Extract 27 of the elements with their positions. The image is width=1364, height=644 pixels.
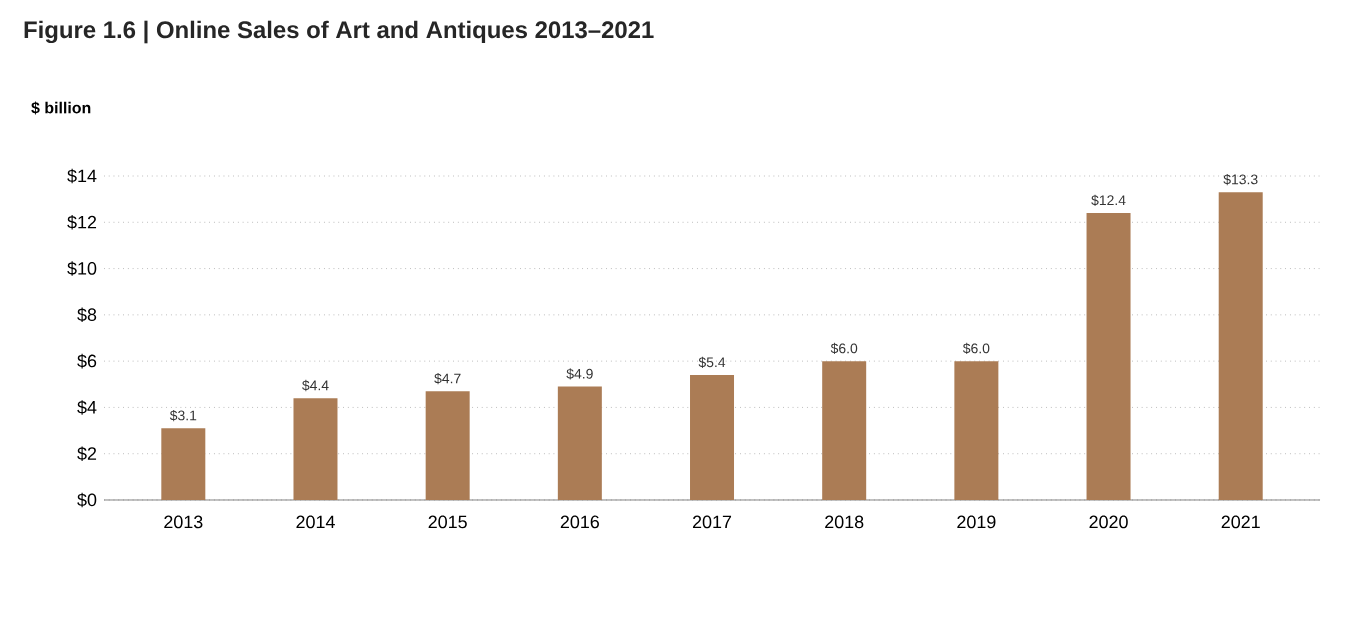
x-tick-label: 2021 <box>1221 515 1260 529</box>
bar <box>954 361 999 500</box>
bar <box>690 375 735 500</box>
bar <box>1218 192 1263 500</box>
y-tick-label: $6 <box>77 353 97 369</box>
bar <box>161 428 206 500</box>
y-tick-label: $0 <box>77 492 97 508</box>
x-tick-label: 2020 <box>1089 515 1128 529</box>
x-tick-label: 2013 <box>164 515 203 529</box>
bar <box>557 386 602 500</box>
x-tick-label: 2014 <box>296 515 335 529</box>
x-tick-label: 2016 <box>560 515 599 529</box>
y-tick-label: $4 <box>77 400 97 415</box>
bar <box>425 391 470 500</box>
chart-title: Figure 1.6 | Online Sales of Art and Antiques 2013–2021 <box>24 20 654 44</box>
bar <box>293 398 338 500</box>
x-tick-label: 2019 <box>957 515 996 529</box>
x-tick-label: 2017 <box>692 515 732 529</box>
y-tick-label: $12 <box>67 215 97 230</box>
bar <box>1086 213 1131 500</box>
y-tick-label: $14 <box>67 168 97 184</box>
bar <box>822 361 867 500</box>
y-tick-label: $2 <box>77 446 97 461</box>
x-tick-label: 2018 <box>825 515 864 529</box>
y-tick-label: $10 <box>67 261 97 276</box>
x-tick-label: 2015 <box>428 515 467 529</box>
y-tick-label: $8 <box>77 307 97 323</box>
